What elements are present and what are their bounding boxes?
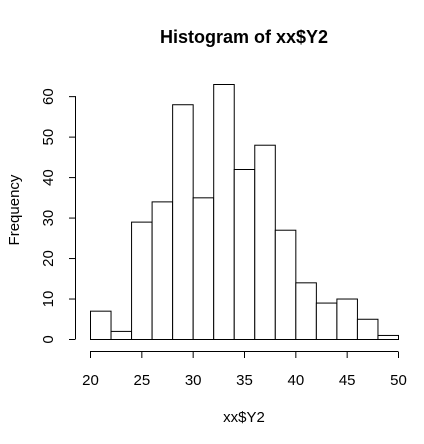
y-axis: 0 10 20 30 40 50 60 xyxy=(40,88,76,344)
histogram-bar xyxy=(110,330,133,340)
y-tick-label: 60 xyxy=(40,88,57,105)
x-axis: 20 25 30 35 40 45 50 xyxy=(82,351,407,389)
histogram-bar xyxy=(377,334,400,341)
x-tick-label: 35 xyxy=(236,372,253,389)
x-tick-label: 45 xyxy=(339,372,356,389)
y-tick-label: 0 xyxy=(40,335,57,343)
x-axis-title: xx$Y2 xyxy=(223,409,265,426)
histogram-bar xyxy=(90,310,112,340)
histogram-bar xyxy=(233,169,256,340)
y-tick-label: 30 xyxy=(40,210,57,227)
x-tick-label: 20 xyxy=(82,372,99,389)
histogram-bar xyxy=(172,104,194,340)
histogram-bar xyxy=(213,84,235,340)
y-axis-title: Frequency xyxy=(6,174,23,245)
x-tick-label: 40 xyxy=(287,372,304,389)
histogram-bar xyxy=(131,221,153,340)
histogram-bar xyxy=(254,144,276,340)
histogram-bar xyxy=(315,302,338,341)
y-tick-label: 50 xyxy=(40,129,57,146)
histogram-bar xyxy=(274,229,297,340)
y-tick-label: 10 xyxy=(40,291,57,308)
histogram-bar xyxy=(295,282,317,341)
y-tick-label: 40 xyxy=(40,169,57,186)
chart-title: Histogram of xx$Y2 xyxy=(160,27,328,47)
histogram-bar xyxy=(192,197,215,340)
histogram-bar xyxy=(356,318,379,340)
x-tick-label: 30 xyxy=(185,372,202,389)
y-tick-label: 20 xyxy=(40,250,57,267)
x-tick-label: 50 xyxy=(390,372,407,389)
histogram-bars xyxy=(90,84,400,341)
histogram-bar xyxy=(336,298,358,340)
histogram-bar xyxy=(151,201,174,340)
x-tick-label: 25 xyxy=(133,372,150,389)
